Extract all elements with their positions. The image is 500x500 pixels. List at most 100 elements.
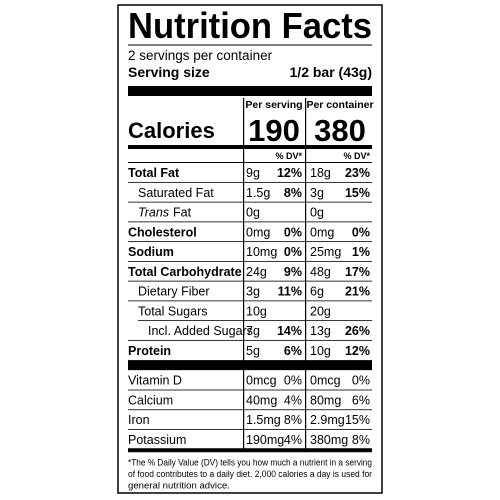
- amount: 3g: [310, 186, 324, 200]
- nutrient-name: Incl. Added Sugars: [148, 324, 253, 338]
- daily-value: 12%: [345, 344, 370, 358]
- daily-value: 1%: [352, 245, 370, 259]
- column-header: Per container: [306, 99, 373, 111]
- daily-value: 23%: [345, 166, 370, 180]
- daily-value: 11%: [278, 285, 302, 299]
- rule: [128, 448, 372, 453]
- daily-value: 17%: [345, 265, 370, 279]
- rule: [128, 339, 372, 341]
- calories-label: Calories: [128, 118, 215, 143]
- amount: 0mcg: [246, 374, 277, 388]
- footnote: of food contributes to a daily diet. 2,0…: [128, 469, 373, 480]
- rule: [128, 181, 372, 183]
- rule: [128, 162, 372, 163]
- column-border: [305, 98, 307, 451]
- amount: 10g: [246, 304, 267, 318]
- rule: [128, 280, 372, 282]
- nutrient-name-italic: Trans: [138, 206, 169, 220]
- rule: [128, 44, 372, 46]
- amount: 3g: [246, 285, 260, 299]
- rule: [128, 389, 372, 391]
- nutrient-name: Total Fat: [128, 166, 180, 180]
- nutrient-name: Potassium: [128, 433, 186, 447]
- amount: 190mg: [246, 433, 284, 447]
- nutrient-name: Sodium: [128, 245, 174, 259]
- rule: [128, 360, 372, 371]
- daily-value: 0%: [284, 374, 302, 388]
- calories-value: 380: [314, 113, 366, 148]
- nutrient-name: Saturated Fat: [138, 186, 214, 200]
- daily-value: 0%: [284, 245, 302, 259]
- nutrient-name: Total Sugars: [138, 304, 207, 318]
- rule: [128, 300, 372, 302]
- nutrient-name: Trans Fat: [138, 206, 192, 220]
- daily-value: 6%: [352, 393, 370, 407]
- amount: 13g: [310, 324, 331, 338]
- amount: 18g: [310, 166, 331, 180]
- calories-value: 190: [248, 113, 300, 148]
- nutrient-name: Cholesterol: [128, 225, 197, 239]
- column-border: [243, 98, 245, 451]
- rule: [128, 145, 372, 149]
- nutrient-name: Total Carbohydrate: [128, 265, 242, 279]
- daily-value: 14%: [277, 324, 302, 338]
- amount: 1.5mg: [246, 413, 281, 427]
- serving-size-label: Serving size: [128, 64, 210, 80]
- dv-header: % DV*: [275, 151, 302, 161]
- amount: 0mg: [310, 225, 334, 239]
- rule: [128, 429, 372, 430]
- amount: 48g: [310, 265, 331, 279]
- daily-value: 8%: [352, 433, 370, 447]
- rule: [128, 260, 372, 262]
- nutrient-name: Iron: [128, 413, 150, 427]
- daily-value: 4%: [284, 393, 302, 407]
- daily-value: 0%: [284, 225, 302, 239]
- amount: 0g: [246, 206, 260, 220]
- amount: 10g: [310, 344, 331, 358]
- daily-value: 8%: [284, 186, 302, 200]
- daily-value: 15%: [345, 413, 370, 427]
- amount: 2.9mg: [310, 413, 345, 427]
- amount: 80mg: [310, 393, 341, 407]
- amount: 40mg: [246, 393, 277, 407]
- amount: 380mg: [310, 433, 348, 447]
- nutrient-name: Dietary Fiber: [138, 285, 210, 299]
- amount: 0mcg: [310, 374, 341, 388]
- amount: 24g: [246, 265, 267, 279]
- rule: [128, 201, 372, 203]
- rule: [128, 221, 372, 223]
- rule: [138, 320, 372, 322]
- daily-value: 15%: [345, 186, 370, 200]
- amount: 0g: [310, 206, 324, 220]
- servings: 2 servings per container: [128, 48, 273, 63]
- daily-value: 26%: [345, 324, 370, 338]
- amount: 9g: [246, 166, 260, 180]
- daily-value: 21%: [345, 285, 370, 299]
- rule: [128, 86, 372, 96]
- serving-size-value: 1/2 bar (43g): [290, 64, 372, 80]
- daily-value: 0%: [352, 225, 370, 239]
- daily-value: 8%: [284, 413, 302, 427]
- column-header: Per serving: [245, 99, 302, 111]
- amount: 7g: [246, 324, 260, 338]
- amount: 5g: [246, 344, 260, 358]
- daily-value: 4%: [284, 433, 302, 447]
- dv-header: % DV*: [343, 151, 370, 161]
- title: Nutrition Facts: [128, 5, 372, 46]
- daily-value: 9%: [284, 265, 302, 279]
- footnote: general nutrition advice.: [128, 480, 230, 491]
- daily-value: 12%: [277, 166, 302, 180]
- footnote: *The % Daily Value (DV) tells you how mu…: [128, 457, 372, 468]
- nutrient-name: Calcium: [128, 393, 173, 407]
- nutrient-name: Vitamin D: [128, 374, 182, 388]
- amount: 0mg: [246, 225, 270, 239]
- amount: 25mg: [310, 245, 341, 259]
- nutrient-name: Protein: [128, 344, 171, 358]
- daily-value: 0%: [352, 374, 370, 388]
- rule: [128, 241, 372, 243]
- nutrient-name-rest: Fat: [173, 206, 192, 220]
- daily-value: 6%: [284, 344, 302, 358]
- amount: 20g: [310, 304, 331, 318]
